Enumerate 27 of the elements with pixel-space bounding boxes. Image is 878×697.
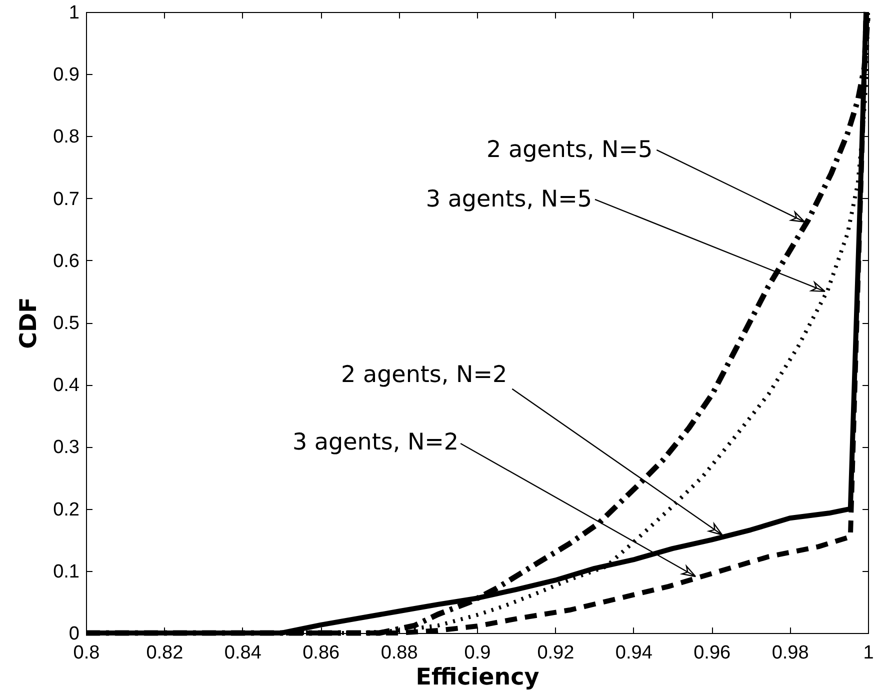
- x-tick-label: 0.92: [537, 642, 574, 664]
- annotation: 3 agents, N=5: [426, 186, 592, 212]
- y-tick-label: 0.9: [53, 64, 80, 86]
- x-tick-label: 0.98: [772, 642, 809, 664]
- x-axis-title: Efficiency: [416, 664, 540, 690]
- y-tick-label: 0.8: [53, 126, 80, 148]
- y-tick-label: 0.3: [53, 437, 80, 458]
- x-tick-label: 0.96: [694, 642, 731, 664]
- y-tick-label: 0: [68, 624, 80, 644]
- x-tick-label: 0.82: [146, 642, 184, 664]
- y-tick-label: 0.1: [53, 561, 80, 582]
- y-tick-label: 0.7: [53, 188, 80, 210]
- y-tick-label: 0.2: [53, 499, 80, 520]
- annotation: 2 agents, N=5: [486, 136, 653, 163]
- y-tick-label: 1: [68, 2, 80, 24]
- y-tick-label: 0.6: [53, 250, 80, 272]
- x-tick-label: 0.94: [615, 642, 653, 664]
- y-tick-label: 0.4: [53, 375, 80, 396]
- y-tick-label: 0.5: [53, 313, 80, 334]
- x-tick-label: 0.88: [380, 642, 418, 664]
- annotation: 3 agents, N=2: [292, 429, 459, 456]
- y-axis-title: CDF: [16, 297, 42, 349]
- x-tick-label: 0.84: [224, 642, 262, 664]
- x-tick-label: 0.86: [302, 642, 340, 664]
- x-tick-label: 0.9: [464, 642, 491, 664]
- x-tick-label: 1: [863, 642, 874, 664]
- annotation: 2 agents, N=2: [341, 362, 508, 388]
